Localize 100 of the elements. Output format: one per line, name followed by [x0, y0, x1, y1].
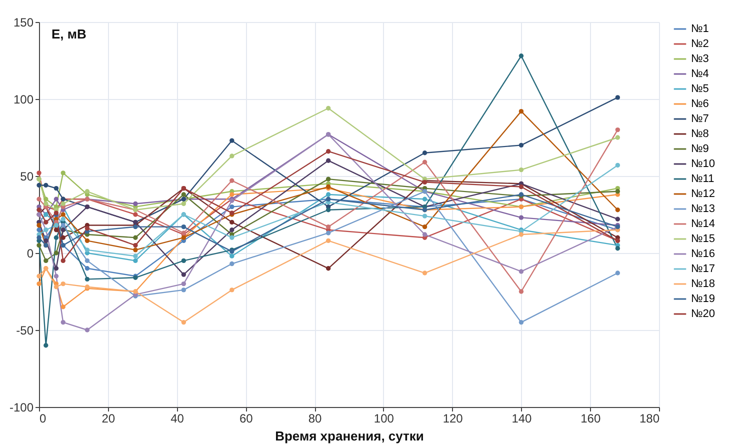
point: [181, 192, 186, 197]
legend-label: №4: [691, 68, 709, 80]
point: [44, 201, 48, 206]
point: [181, 288, 186, 292]
legend-label: №12: [691, 188, 716, 200]
legend-label: №6: [691, 98, 709, 110]
point: [230, 192, 234, 197]
point: [230, 261, 234, 266]
point: [54, 266, 59, 271]
point: [36, 235, 42, 240]
point: [60, 170, 66, 176]
point: [518, 320, 524, 325]
point: [36, 196, 42, 202]
point: [54, 196, 59, 202]
point: [44, 343, 48, 348]
x-tick-label: 20: [102, 412, 116, 426]
legend-label: №10: [691, 158, 716, 170]
point: [518, 269, 524, 274]
point: [54, 250, 59, 256]
point: [326, 230, 331, 236]
point: [60, 258, 66, 264]
legend-label: №7: [691, 113, 709, 125]
point: [230, 288, 234, 292]
point: [44, 238, 48, 244]
point: [326, 149, 331, 154]
y-tick-label: -100: [9, 400, 34, 414]
point: [54, 274, 59, 278]
point: [36, 170, 42, 176]
point: [84, 266, 90, 271]
point: [133, 242, 138, 248]
point: [422, 224, 428, 230]
legend-label: №14: [691, 218, 716, 230]
point: [84, 328, 90, 332]
x-tick-label: 80: [308, 412, 322, 426]
legend-label: №16: [691, 248, 716, 260]
point: [518, 54, 524, 58]
point: [133, 212, 138, 217]
point: [84, 226, 90, 231]
point: [422, 196, 428, 202]
point: [44, 196, 48, 202]
point: [518, 215, 524, 220]
legend-label: №19: [691, 293, 716, 305]
legend-label: №5: [691, 83, 709, 95]
legend-label: №2: [691, 38, 709, 50]
legend-label: №13: [691, 203, 716, 215]
point: [230, 204, 234, 210]
point: [615, 162, 620, 168]
y-axis-title: E, мВ: [52, 26, 86, 42]
point: [518, 142, 524, 148]
point: [54, 284, 59, 290]
point: [230, 178, 234, 183]
point: [60, 216, 66, 222]
point: [84, 248, 90, 252]
point: [615, 246, 620, 251]
point: [326, 176, 331, 182]
point: [518, 108, 524, 114]
point: [181, 320, 186, 325]
point: [230, 154, 234, 158]
point: [615, 189, 620, 194]
point: [181, 258, 186, 264]
point: [84, 238, 90, 244]
x-tick-label: 160: [580, 412, 601, 426]
point: [133, 235, 138, 240]
point: [181, 281, 186, 286]
point: [518, 184, 524, 190]
point: [36, 242, 42, 248]
point: [518, 289, 524, 294]
point: [422, 232, 428, 237]
point: [60, 212, 66, 217]
point: [36, 281, 42, 286]
point: [230, 254, 234, 258]
legend-label: №17: [691, 263, 716, 275]
point: [615, 216, 620, 222]
point: [36, 222, 42, 228]
point: [60, 281, 66, 286]
point: [54, 186, 59, 191]
x-tick-label: 140: [512, 412, 532, 426]
point: [54, 222, 59, 228]
x-tick-label: 180: [639, 412, 660, 426]
point: [422, 214, 428, 218]
x-tick-label: 100: [374, 412, 394, 426]
point: [133, 248, 138, 252]
point: [326, 224, 331, 230]
point: [422, 150, 428, 156]
point: [230, 235, 234, 240]
legend-label: №11: [691, 173, 714, 185]
point: [615, 208, 620, 212]
point: [422, 270, 428, 276]
point: [615, 127, 620, 132]
y-tick-label: -50: [16, 324, 34, 338]
y-tick-label: 100: [13, 92, 34, 106]
point: [326, 106, 331, 111]
x-axis-title: Время хранения, сутки: [275, 428, 424, 444]
point: [36, 274, 42, 278]
point: [615, 95, 620, 100]
point: [54, 228, 59, 232]
point: [36, 228, 42, 232]
point: [326, 238, 331, 244]
point: [181, 201, 186, 206]
point: [60, 304, 66, 310]
